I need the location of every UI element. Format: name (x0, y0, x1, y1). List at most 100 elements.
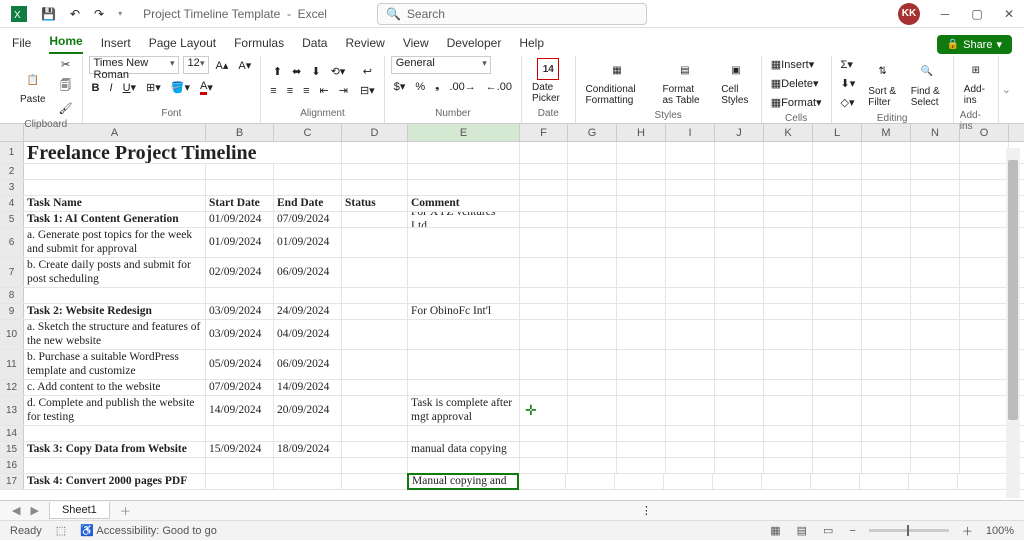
cell-H10[interactable] (617, 320, 666, 349)
cell-G5[interactable] (568, 212, 617, 227)
cell-N2[interactable] (911, 164, 960, 179)
cell-J17[interactable] (713, 474, 762, 489)
cell-K16[interactable] (764, 458, 813, 473)
cell-A3[interactable] (24, 180, 206, 195)
cell-D3[interactable] (342, 180, 408, 195)
cell-L9[interactable] (813, 304, 862, 319)
find-select-button[interactable]: 🔍Find & Select (907, 58, 947, 110)
cell-D17[interactable] (342, 474, 408, 489)
cell-A10[interactable]: a. Sketch the structure and features of … (24, 320, 206, 349)
cell-A14[interactable] (24, 426, 206, 441)
cell-L11[interactable] (813, 350, 862, 379)
cell-L10[interactable] (813, 320, 862, 349)
cell-O15[interactable] (960, 442, 1009, 457)
column-header-K[interactable]: K (764, 124, 813, 141)
cell-E6[interactable] (408, 228, 520, 257)
underline-button[interactable]: U▾ (120, 79, 139, 96)
cell-G10[interactable] (568, 320, 617, 349)
cell-styles-button[interactable]: ▣Cell Styles (717, 56, 755, 108)
cell-L15[interactable] (813, 442, 862, 457)
cell-O6[interactable] (960, 228, 1009, 257)
cell-M14[interactable] (862, 426, 911, 441)
cell-B3[interactable] (206, 180, 274, 195)
cell-G6[interactable] (568, 228, 617, 257)
cell-L3[interactable] (813, 180, 862, 195)
cell-B7[interactable]: 02/09/2024 (206, 258, 274, 287)
collapse-ribbon-icon[interactable]: ⌄ (999, 81, 1014, 98)
cell-G9[interactable] (568, 304, 617, 319)
cell-L6[interactable] (813, 228, 862, 257)
undo-icon[interactable]: ↶ (67, 5, 83, 23)
cell-N9[interactable] (911, 304, 960, 319)
cell-J14[interactable] (715, 426, 764, 441)
cell-H5[interactable] (617, 212, 666, 227)
cell-B4[interactable]: Start Date (206, 196, 274, 211)
column-header-O[interactable]: O (960, 124, 1009, 141)
format-as-table-button[interactable]: ▤Format as Table (658, 56, 711, 108)
cell-F16[interactable] (520, 458, 568, 473)
cell-J5[interactable] (715, 212, 764, 227)
cell-H7[interactable] (617, 258, 666, 287)
cell-M1[interactable] (862, 142, 911, 163)
bold-button[interactable]: B (89, 80, 103, 96)
cell-D6[interactable] (342, 228, 408, 257)
cell-M12[interactable] (862, 380, 911, 395)
cell-N6[interactable] (911, 228, 960, 257)
cell-D16[interactable] (342, 458, 408, 473)
cell-A16[interactable] (24, 458, 206, 473)
cell-N15[interactable] (911, 442, 960, 457)
cell-O16[interactable] (960, 458, 1009, 473)
cell-L16[interactable] (813, 458, 862, 473)
cell-N5[interactable] (911, 212, 960, 227)
fill-icon[interactable]: ⬇▾ (838, 75, 859, 92)
cell-M3[interactable] (862, 180, 911, 195)
fill-color-icon[interactable]: 🪣▾ (168, 79, 193, 96)
cell-M4[interactable] (862, 196, 911, 211)
cell-K15[interactable] (764, 442, 813, 457)
cell-E16[interactable] (408, 458, 520, 473)
zoom-slider[interactable] (869, 529, 949, 532)
cell-J4[interactable] (715, 196, 764, 211)
cell-G12[interactable] (568, 380, 617, 395)
row-header[interactable]: 4 (0, 196, 24, 211)
cell-C11[interactable]: 06/09/2024 (274, 350, 342, 379)
cell-C15[interactable]: 18/09/2024 (274, 442, 342, 457)
cell-H12[interactable] (617, 380, 666, 395)
cell-C13[interactable]: 20/09/2024 (274, 396, 342, 425)
cell-L14[interactable] (813, 426, 862, 441)
cell-F8[interactable] (520, 288, 568, 303)
cell-C14[interactable] (274, 426, 342, 441)
column-header-D[interactable]: D (342, 124, 408, 141)
cell-B13[interactable]: 14/09/2024 (206, 396, 274, 425)
cut-icon[interactable]: ✂ (58, 56, 73, 73)
indent-dec-icon[interactable]: ⇤ (317, 82, 332, 99)
cell-B11[interactable]: 05/09/2024 (206, 350, 274, 379)
cell-B2[interactable] (206, 164, 274, 179)
cell-O12[interactable] (960, 380, 1009, 395)
cell-L8[interactable] (813, 288, 862, 303)
cell-F12[interactable] (520, 380, 568, 395)
cell-F4[interactable] (520, 196, 568, 211)
format-painter-icon[interactable]: 🖌 (56, 100, 76, 117)
cell-K17[interactable] (762, 474, 811, 489)
cell-H11[interactable] (617, 350, 666, 379)
italic-button[interactable]: I (107, 80, 116, 96)
align-center-icon[interactable]: ≡ (284, 83, 296, 99)
cell-K14[interactable] (764, 426, 813, 441)
row-header[interactable]: 9 (0, 304, 24, 319)
column-header-H[interactable]: H (617, 124, 666, 141)
cell-L2[interactable] (813, 164, 862, 179)
row-header[interactable]: 2 (0, 164, 24, 179)
cell-D10[interactable] (342, 320, 408, 349)
cell-G14[interactable] (568, 426, 617, 441)
column-header-A[interactable]: A (24, 124, 206, 141)
cell-F7[interactable] (520, 258, 568, 287)
number-format-select[interactable]: General (391, 56, 491, 74)
cell-G7[interactable] (568, 258, 617, 287)
vertical-scrollbar[interactable] (1006, 148, 1020, 498)
cell-I5[interactable] (666, 212, 715, 227)
cell-K9[interactable] (764, 304, 813, 319)
cell-M7[interactable] (862, 258, 911, 287)
cell-I4[interactable] (666, 196, 715, 211)
tab-file[interactable]: File (12, 32, 31, 54)
